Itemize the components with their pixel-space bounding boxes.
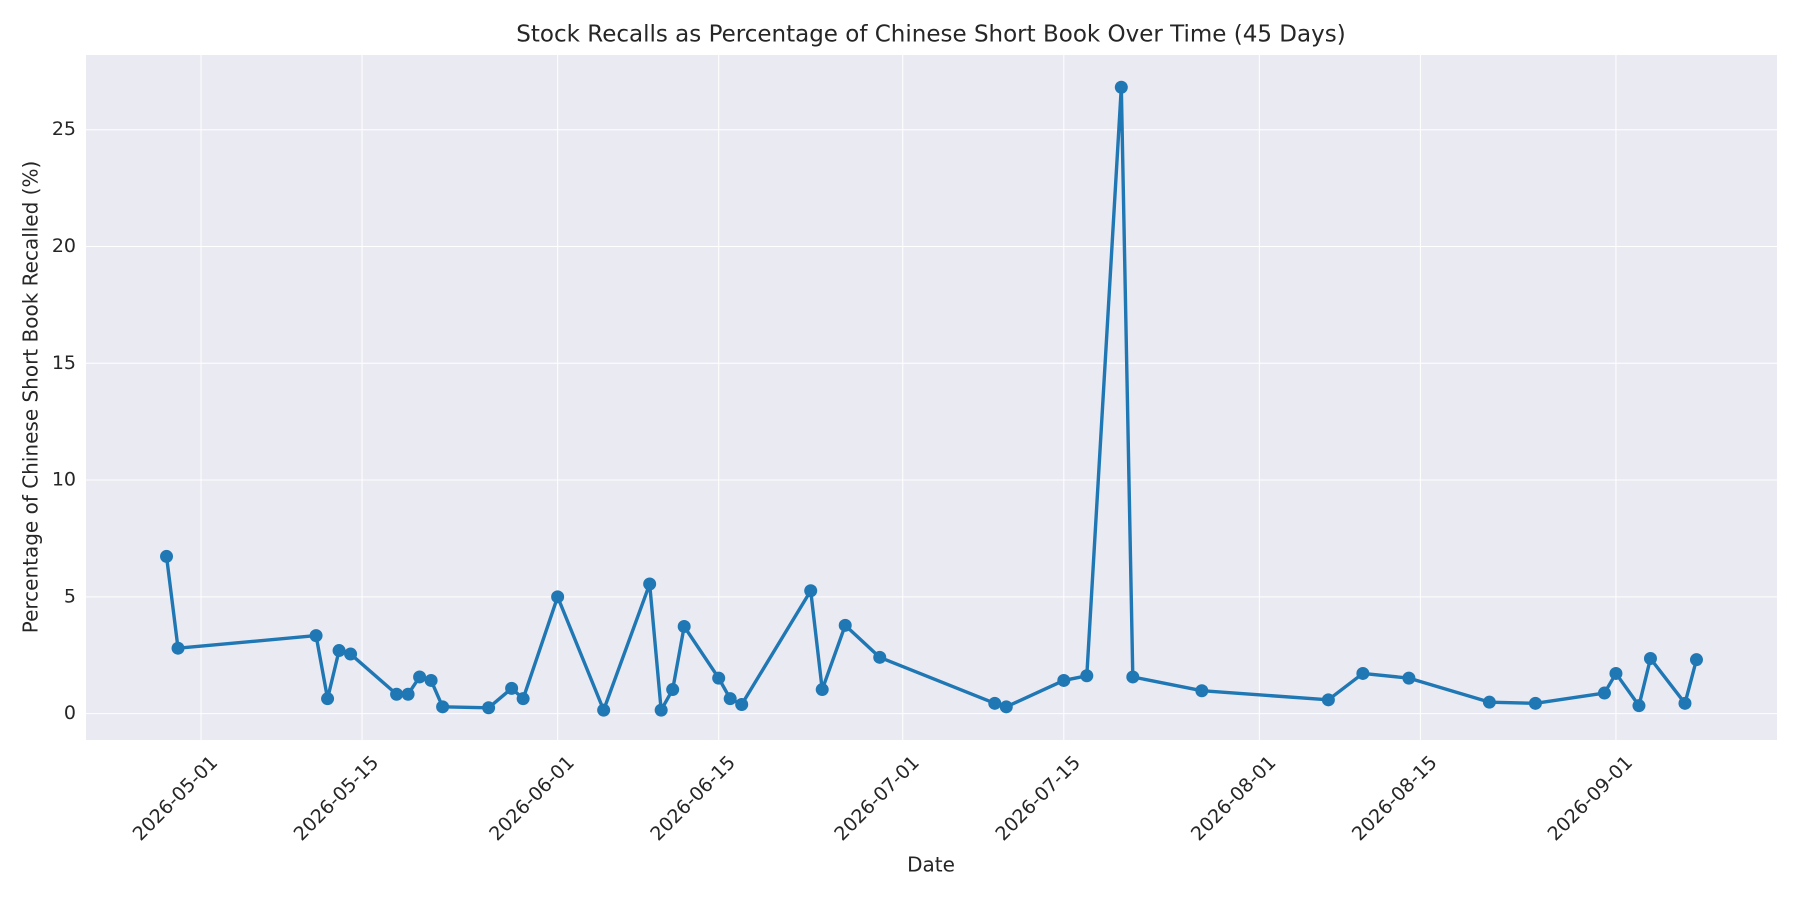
data-point: [1080, 669, 1094, 683]
data-point: [551, 590, 565, 604]
data-point: [1057, 673, 1071, 687]
x-tick-label: 2026-07-15: [991, 752, 1085, 846]
y-tick-label: 20: [52, 235, 76, 257]
data-point: [666, 683, 680, 697]
x-tick-label: 2026-06-15: [646, 752, 740, 846]
data-point: [723, 692, 737, 706]
data-point: [735, 698, 749, 712]
data-point: [1114, 80, 1128, 94]
data-point: [1195, 684, 1209, 698]
data-point: [1126, 670, 1140, 684]
data-point: [482, 701, 496, 715]
data-point: [597, 703, 611, 717]
x-tick-label: 2026-09-01: [1543, 752, 1637, 846]
x-tick-label: 2026-07-01: [830, 752, 924, 846]
data-point: [332, 644, 346, 658]
x-tick-label: 2026-08-15: [1348, 752, 1442, 846]
data-point: [436, 700, 450, 714]
data-point: [1356, 666, 1370, 680]
data-point: [999, 700, 1013, 714]
data-point: [171, 641, 185, 655]
y-tick-label: 10: [52, 469, 76, 491]
data-point: [401, 687, 415, 701]
x-tick-label: 2026-06-01: [485, 752, 579, 846]
data-point: [505, 681, 519, 695]
y-axis-label: Percentage of Chinese Short Book Recalle…: [19, 161, 43, 634]
data-point: [516, 692, 530, 706]
data-point: [1678, 696, 1692, 710]
data-point: [815, 683, 829, 697]
data-point: [804, 584, 818, 598]
data-point: [1321, 693, 1335, 707]
data-point: [1632, 699, 1646, 713]
data-point: [413, 670, 427, 684]
y-tick-label: 25: [52, 118, 76, 140]
data-point: [838, 618, 852, 632]
data-point: [321, 692, 335, 706]
chart-title: Stock Recalls as Percentage of Chinese S…: [516, 22, 1345, 48]
data-point: [424, 673, 438, 687]
x-axis-label: Date: [907, 853, 955, 877]
data-point: [677, 619, 691, 633]
data-point: [1528, 696, 1542, 710]
data-point: [344, 647, 358, 661]
data-point: [1597, 686, 1611, 700]
y-tick-label: 0: [64, 702, 76, 724]
x-tick-label: 2026-05-01: [129, 752, 223, 846]
y-tick-label: 5: [64, 585, 76, 607]
data-point: [712, 671, 726, 685]
data-point: [654, 703, 668, 717]
plot-area: [86, 55, 1777, 740]
data-point: [309, 629, 323, 643]
data-point: [1482, 695, 1496, 709]
x-tick-label: 2026-05-15: [290, 752, 384, 846]
data-point: [1643, 651, 1657, 665]
data-point: [1689, 653, 1703, 667]
y-tick-label: 15: [52, 352, 76, 374]
data-point: [643, 577, 657, 591]
data-point: [873, 650, 887, 664]
data-point: [1609, 666, 1623, 680]
data-point: [390, 687, 404, 701]
data-point: [160, 549, 174, 563]
data-point: [1402, 671, 1416, 685]
x-tick-label: 2026-08-01: [1187, 752, 1281, 846]
data-point: [988, 696, 1002, 710]
